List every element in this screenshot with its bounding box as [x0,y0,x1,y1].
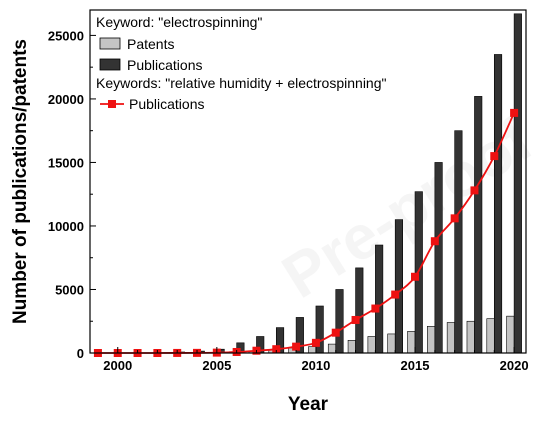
y-tick-label: 5000 [55,282,84,297]
y-tick-label: 10000 [48,219,84,234]
legend-swatch-publications [99,58,121,71]
bar-publications-2020 [513,13,522,354]
bar-patents-2013 [367,336,376,354]
marker-humidity-2008 [272,345,281,354]
bar-publications-2014 [394,219,404,354]
bar-patents-2016 [427,326,436,354]
bar-patents-2012 [347,339,356,354]
bar-publications-2012 [355,267,364,354]
bar-publications-2018 [474,96,483,354]
bar-patents-2020 [506,315,515,354]
x-tick-label: 2020 [500,358,529,373]
y-tick-label: 25000 [48,28,84,43]
y-tick-label: 0 [77,346,84,361]
bar-patents-2015 [407,331,416,354]
bar-patents-2018 [466,320,475,354]
bar-publications-2011 [335,289,344,354]
x-tick-label: 2015 [401,358,430,373]
bar-patents-2011 [327,343,337,354]
bar-patents-2019 [486,318,495,354]
legend-marker-sample [108,100,116,108]
legend-header-humidity: Keywords: "relative humidity + electrosp… [96,75,386,91]
legend-label-patents: Patents [127,36,174,52]
marker-humidity-2014 [391,290,400,299]
marker-humidity-2015 [411,272,420,281]
marker-humidity-2016 [430,237,439,246]
marker-humidity-2011 [331,328,340,337]
legend: Keyword: "electrospinning" Patents Publi… [96,14,386,112]
legend-label-publications: Publications [127,57,203,73]
marker-humidity-2018 [470,186,479,195]
plot-frame [89,9,527,354]
x-tick-label: 2000 [103,358,132,373]
x-axis-title: Year [288,394,329,415]
x-tick-label: 2010 [301,358,330,373]
bar-publications-2017 [454,130,463,354]
axes-layer: 2000 2005 2010 2015 2020 0 5000 10000 15000 20000… [48,9,529,373]
marker-humidity-2017 [450,214,459,223]
bar-patents-2010 [308,346,317,354]
y-tick-label: 15000 [48,155,84,170]
x-tick-label: 2005 [202,358,231,373]
bar-publications-2013 [375,244,384,354]
bar-patents-2014 [387,333,396,354]
marker-humidity-2010 [311,338,320,347]
y-tick-label: 20000 [48,92,84,107]
marker-humidity-2009 [292,342,301,351]
bar-publications-2016 [434,162,443,354]
marker-humidity-2012 [351,315,360,324]
legend-swatch-patents [99,37,121,50]
marker-humidity-2020 [510,108,519,117]
legend-header-electrospinning: Keyword: "electrospinning" [96,14,262,30]
bar-publications-2019 [493,54,503,354]
marker-humidity-2019 [490,152,499,161]
marker-humidity-2013 [371,304,380,313]
legend-label-humidity-publications: Publications [129,96,205,112]
y-axis-title: Number of publications/patents [10,39,31,324]
bar-patents-2017 [446,322,455,354]
